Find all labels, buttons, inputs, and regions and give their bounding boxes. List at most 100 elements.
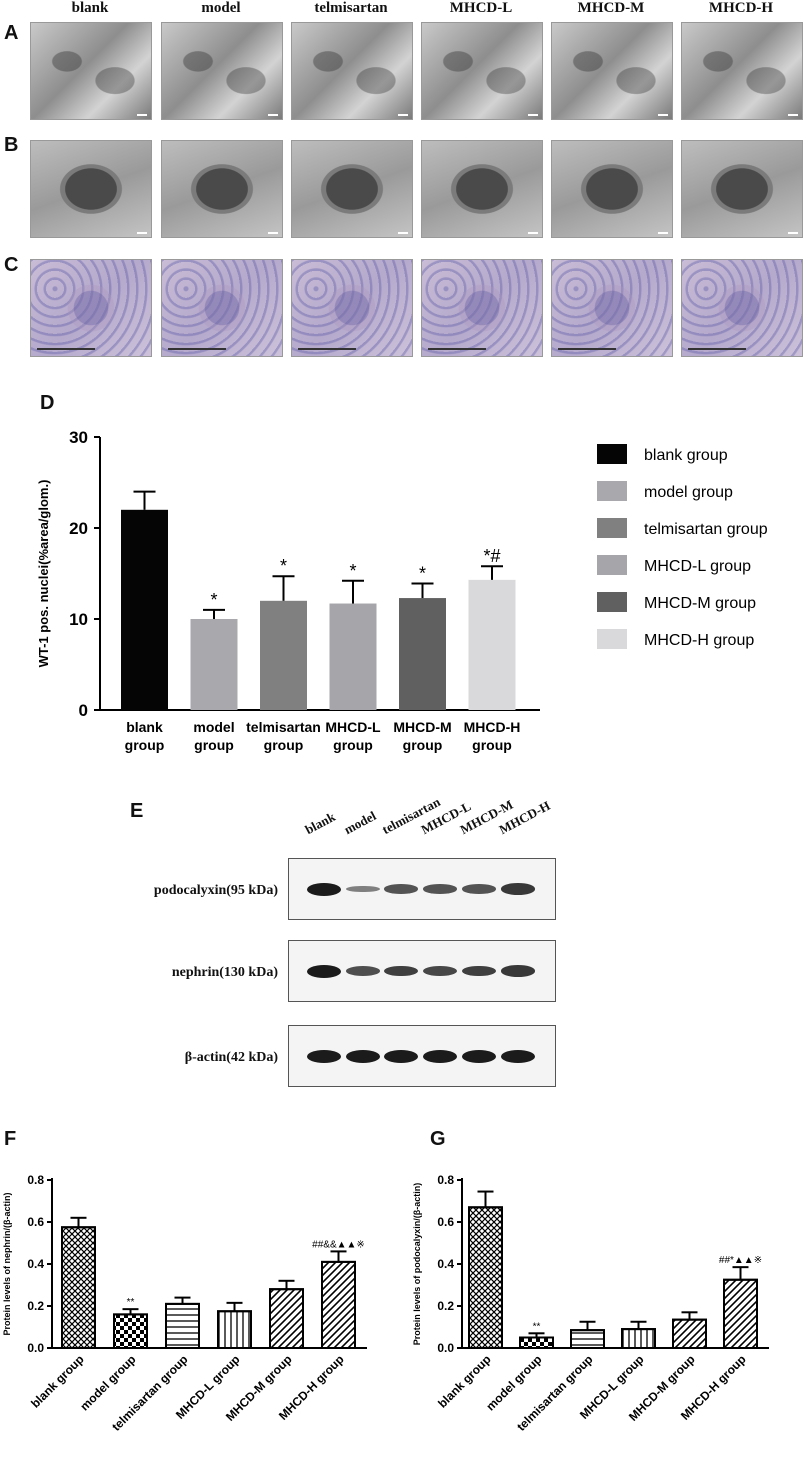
blot-band <box>462 884 496 894</box>
col-header-mhcd-h: MHCD-H <box>708 0 774 16</box>
em-image-a-mhcd-m <box>551 22 673 120</box>
panel-label-d: D <box>40 392 55 414</box>
chart-d-bar <box>468 579 516 710</box>
chart-d: 0 10 20 30 WT-1 pos. nuclei(%area/glom.) blan… <box>36 428 768 753</box>
chartF-annotation: ##&&▲▲※ <box>312 1239 365 1250</box>
chartF-bar <box>269 1288 304 1349</box>
chartG-y-axis-label: Protein levels of podocalyxin/(β-actin) <box>412 1183 422 1346</box>
chart-d-bar <box>399 598 446 710</box>
chart-d-annotation: *# <box>483 546 500 566</box>
ihc-image-c-telmisartan <box>291 259 413 357</box>
chartF-bar <box>165 1302 200 1349</box>
ihc-image-c-mhcd-l <box>421 259 543 357</box>
em-image-b-model <box>161 140 283 238</box>
panel-label-e: E <box>130 800 144 822</box>
blot-band <box>501 965 535 977</box>
chart-d-legend-swatch <box>597 555 627 575</box>
blot-membrane <box>288 940 556 1002</box>
chart-d-legend-swatch <box>597 481 627 501</box>
chart-d-annotation: * <box>349 561 356 581</box>
blot-band <box>423 884 457 894</box>
blot-band <box>423 1049 457 1063</box>
blot-lane-label: blank <box>302 808 338 838</box>
chart-d-bar <box>121 509 168 710</box>
chart-d-bar <box>190 619 238 710</box>
blot-band <box>307 882 341 896</box>
chart-d-x-tick-label: MHCD-M <box>393 719 451 735</box>
chartF-annotation: ** <box>127 1297 135 1308</box>
chartF-bar <box>61 1226 96 1349</box>
chartF-bar <box>217 1310 252 1349</box>
chartG-y-tick-label: 0.2 <box>437 1299 454 1313</box>
blot-band <box>423 965 457 977</box>
blot-band <box>384 965 418 977</box>
panel-label-b: B <box>4 134 19 156</box>
chartG-bar <box>468 1206 503 1349</box>
blot-row-label: β-actin(42 kDa) <box>184 1050 278 1065</box>
blot-band <box>384 884 418 894</box>
chart-d-x-tick-label: model <box>193 719 234 735</box>
blot-band <box>346 885 380 893</box>
blot-band <box>384 1049 418 1063</box>
chart-d-y-axis-label: WT-1 pos. nuclei(%area/glom.) <box>36 480 51 668</box>
chartG-bar <box>519 1336 554 1349</box>
chart-d-y-tick-label: 20 <box>69 519 88 538</box>
em-image-b-telmisartan <box>291 140 413 238</box>
em-image-a-mhcd-l <box>421 22 543 120</box>
chart-d-bar <box>260 600 307 710</box>
chartG-y-tick-label: 0.0 <box>437 1341 454 1355</box>
chart-d-x-tick-label: group <box>403 737 443 753</box>
chart-d-y-tick-label: 10 <box>69 610 88 629</box>
chartG-y-tick-label: 0.4 <box>437 1257 454 1271</box>
chartF-y-tick-label: 0.8 <box>27 1173 44 1187</box>
chart-d-legend-label: model group <box>644 484 733 501</box>
chart-d-legend-swatch <box>597 629 627 649</box>
chartG-bar <box>672 1318 707 1349</box>
chartG-annotation: ##*▲▲※ <box>719 1255 762 1266</box>
chart-d-legend-swatch <box>597 518 627 538</box>
chart-d-x-tick-label: group <box>125 737 165 753</box>
chart-d-annotation: * <box>210 590 217 610</box>
chart-d-x-tick-label: MHCD-L <box>325 719 381 735</box>
chart-d-y-tick-label: 0 <box>79 701 88 720</box>
chart-d-x-tick-label: MHCD-H <box>464 719 521 735</box>
blot-row-label: podocalyxin(95 kDa) <box>153 883 278 898</box>
chart-f: 0.0 0.2 0.4 0.6 0.8 Protein levels of nephrin… <box>2 1173 367 1434</box>
chart-d-legend-label: MHCD-L group <box>644 558 751 575</box>
chart-d-legend-label: telmisartan group <box>644 521 768 538</box>
chartF-y-tick-label: 0.2 <box>27 1299 44 1313</box>
chartF-y-tick-label: 0.4 <box>27 1257 44 1271</box>
ihc-image-c-mhcd-h <box>681 259 803 357</box>
chart-d-annotation: * <box>280 556 287 576</box>
chart-d-y-tick-label: 30 <box>69 428 88 447</box>
blot-row-label: nephrin(130 kDa) <box>171 965 278 980</box>
em-image-b-mhcd-h <box>681 140 803 238</box>
panel-label-c: C <box>4 254 19 276</box>
chartG-bar <box>621 1328 656 1350</box>
chart-d-x-tick-label: group <box>472 737 512 753</box>
blot-band <box>501 1049 535 1063</box>
chart-d-annotation: * <box>419 564 426 584</box>
chart-g: 0.0 0.2 0.4 0.6 0.8 Protein levels of podocal… <box>412 1173 769 1434</box>
col-header-model: model <box>201 0 241 16</box>
chart-d-x-tick-label: telmisartan <box>246 719 321 735</box>
chart-d-x-tick-label: group <box>194 737 234 753</box>
blot-band <box>462 965 496 977</box>
chartF-y-tick-label: 0.6 <box>27 1215 44 1229</box>
panel-label-g: G <box>430 1128 446 1150</box>
blot-band <box>307 1049 341 1063</box>
em-image-b-mhcd-l <box>421 140 543 238</box>
blot-band <box>462 1049 496 1063</box>
chart-d-legend-label: MHCD-M group <box>644 595 756 612</box>
panel-label-a: A <box>4 22 19 44</box>
blot-band <box>346 966 380 976</box>
chartG-bar <box>570 1329 605 1349</box>
col-header-mhcd-m: MHCD-M <box>577 0 645 16</box>
em-image-a-telmisartan <box>291 22 413 120</box>
col-header-blank: blank <box>71 0 109 16</box>
ihc-image-c-model <box>161 259 283 357</box>
ihc-image-c-blank <box>30 259 152 357</box>
chart-d-bar <box>329 603 377 710</box>
chart-d-x-tick-label: blank <box>126 719 163 735</box>
chart-d-legend-swatch <box>597 444 627 464</box>
